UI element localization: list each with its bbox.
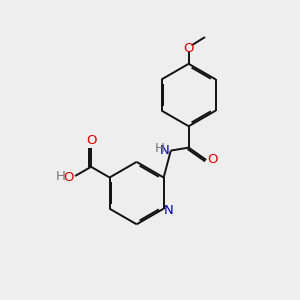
Text: N: N [160, 144, 169, 157]
Text: H: H [155, 142, 165, 155]
Text: O: O [183, 42, 194, 55]
Text: H: H [55, 169, 65, 182]
Text: O: O [63, 171, 74, 184]
Text: O: O [208, 153, 218, 167]
Text: O: O [86, 134, 96, 147]
Text: N: N [164, 204, 174, 217]
